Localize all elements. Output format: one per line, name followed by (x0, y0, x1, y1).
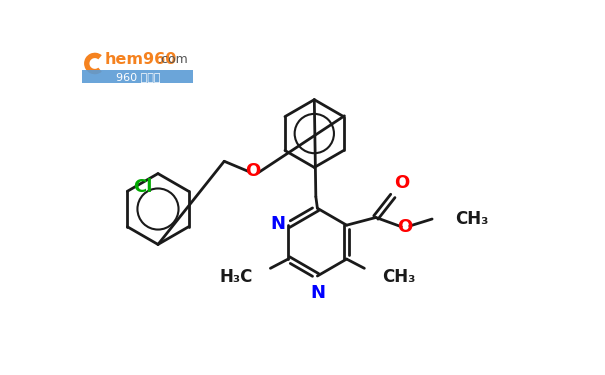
Text: Cl: Cl (133, 178, 152, 196)
Text: N: N (271, 215, 286, 233)
Text: 960 化工网: 960 化工网 (116, 72, 160, 82)
Text: hem960: hem960 (105, 52, 177, 67)
Text: H₃C: H₃C (220, 268, 253, 286)
Text: CH₃: CH₃ (382, 268, 416, 286)
Wedge shape (84, 53, 102, 74)
Bar (81, 49, 195, 83)
Bar (82, 70, 194, 83)
Text: O: O (397, 218, 413, 236)
Text: N: N (310, 284, 325, 302)
Text: CH₃: CH₃ (455, 210, 489, 228)
Text: .com: .com (158, 53, 189, 66)
Text: O: O (245, 162, 260, 180)
Text: O: O (394, 174, 410, 192)
